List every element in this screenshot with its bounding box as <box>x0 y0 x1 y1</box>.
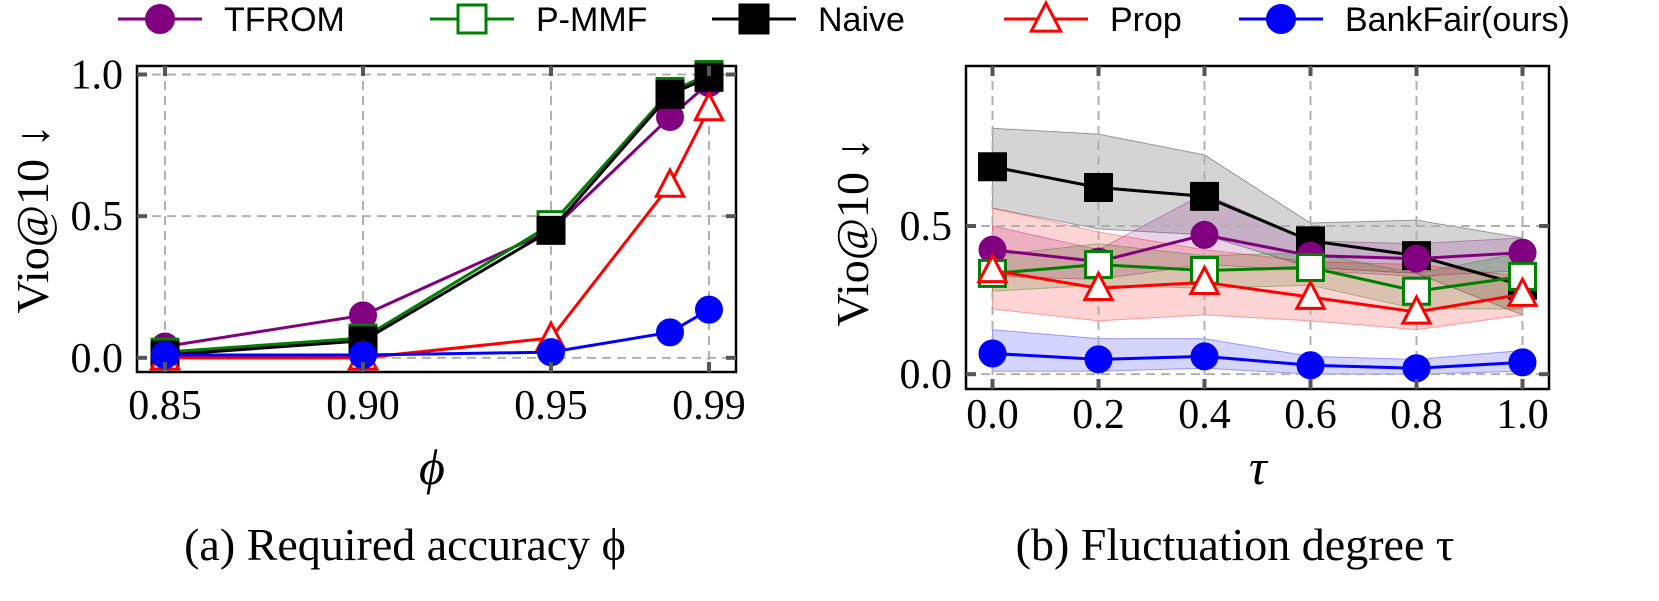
point-b-prop <box>1400 293 1433 325</box>
tick-label-y-b: 0.5 <box>900 204 953 250</box>
point-b-prop <box>1188 264 1221 296</box>
series-line-b-tfrom <box>992 233 1523 264</box>
tick-label-x-b: 0.4 <box>1178 392 1231 438</box>
panel-a-required-accuracy: 0.85 0.90 0.95 0.99 0.0 0.5 1.0 Vio@10 ↓ ϕ (a)… <box>7 53 746 571</box>
caption-b: (b) Fluctuation degree τ <box>1016 519 1455 570</box>
series-line-a-tfrom <box>164 81 710 348</box>
point-b-naive <box>1084 172 1113 202</box>
tick-label-y-a: 0.5 <box>71 194 124 240</box>
point-b-naive <box>978 152 1007 182</box>
tick-label-x-a: 0.99 <box>672 383 746 429</box>
series-line-b-pmmf <box>992 263 1523 293</box>
tick-label-x-a: 0.95 <box>514 383 588 429</box>
point-b-naive <box>1190 181 1219 211</box>
legend-marker-pmmf <box>456 3 488 35</box>
legend-marker-naive <box>738 3 770 35</box>
point-a-naive <box>536 215 566 245</box>
axes-frame-a <box>135 64 738 374</box>
grid-b <box>966 66 1549 389</box>
caption-a: (a) Required accuracy ϕ <box>184 519 626 570</box>
point-a-naive <box>655 79 685 109</box>
legend-label-pmmf: P-MMF <box>536 1 647 39</box>
legend-label-bankfair: BankFair(ours) <box>1345 1 1570 39</box>
x-axis-label-b: τ <box>1249 439 1269 495</box>
series-line-b-naive <box>992 165 1523 287</box>
point-b-tfrom <box>1402 244 1431 273</box>
point-a-prop <box>653 166 687 198</box>
point-b-bankfair <box>1402 354 1431 383</box>
ticks-b: 0.0 0.2 0.4 0.6 0.8 1.0 0.0 0.5 <box>900 66 1549 438</box>
x-axis-label-a: ϕ <box>419 439 445 495</box>
point-b-tfrom <box>1508 238 1537 267</box>
point-a-bankfair <box>656 318 684 347</box>
point-b-prop <box>1506 275 1539 307</box>
legend: TFROM P-MMF Naive Prop BankFair(ours) <box>118 0 1570 39</box>
bands-b <box>992 127 1523 375</box>
tick-label-x-b: 0.0 <box>966 392 1019 438</box>
point-b-tfrom <box>1190 220 1219 249</box>
grid-a <box>137 66 736 372</box>
point-a-bankfair <box>695 295 723 324</box>
tick-label-x-a: 0.90 <box>326 383 400 429</box>
series-line-a-pmmf <box>164 73 710 354</box>
series-line-b-prop <box>992 268 1523 314</box>
point-b-prop <box>1082 270 1115 301</box>
point-b-bankfair <box>1508 348 1537 377</box>
tick-label-x-b: 1.0 <box>1496 392 1549 438</box>
point-b-bankfair <box>1296 351 1325 380</box>
y-axis-label-b: Vio@10 ↓ <box>827 137 878 326</box>
series-line-b-bankfair <box>992 351 1523 370</box>
legend-marker-bankfair <box>1266 4 1296 34</box>
legend-label-prop: Prop <box>1110 1 1182 39</box>
tick-label-x-a: 0.85 <box>128 383 202 429</box>
point-b-prop <box>976 252 1009 284</box>
legend-marker-prop <box>1028 0 1064 33</box>
legend-marker-tfrom <box>145 4 175 34</box>
point-a-bankfair <box>537 338 565 367</box>
point-b-bankfair <box>1190 342 1219 371</box>
point-b-pmmf <box>1296 253 1325 283</box>
point-b-bankfair <box>978 339 1007 368</box>
series-line-a-prop <box>165 107 711 360</box>
point-a-prop <box>692 90 726 122</box>
tick-label-y-a: 1.0 <box>71 53 124 99</box>
tick-label-x-b: 0.8 <box>1390 392 1443 438</box>
series-b <box>976 152 1539 383</box>
tick-label-y-a: 0.0 <box>71 336 124 382</box>
series-a <box>148 60 726 371</box>
tick-label-y-b: 0.0 <box>900 352 953 398</box>
point-b-bankfair <box>1084 345 1113 374</box>
point-b-prop <box>1294 278 1327 310</box>
y-axis-label-a: Vio@10 ↓ <box>7 124 58 313</box>
panel-b-fluctuation-degree: 0.0 0.2 0.4 0.6 0.8 1.0 0.0 0.5 Vio@10 ↓ τ (b) … <box>827 64 1551 570</box>
ticks-a: 0.85 0.90 0.95 0.99 0.0 0.5 1.0 <box>71 53 746 430</box>
tick-label-x-b: 0.6 <box>1284 392 1337 438</box>
legend-label-tfrom: TFROM <box>224 1 345 39</box>
tick-label-x-b: 0.2 <box>1072 392 1125 438</box>
legend-label-naive: Naive <box>818 1 905 39</box>
